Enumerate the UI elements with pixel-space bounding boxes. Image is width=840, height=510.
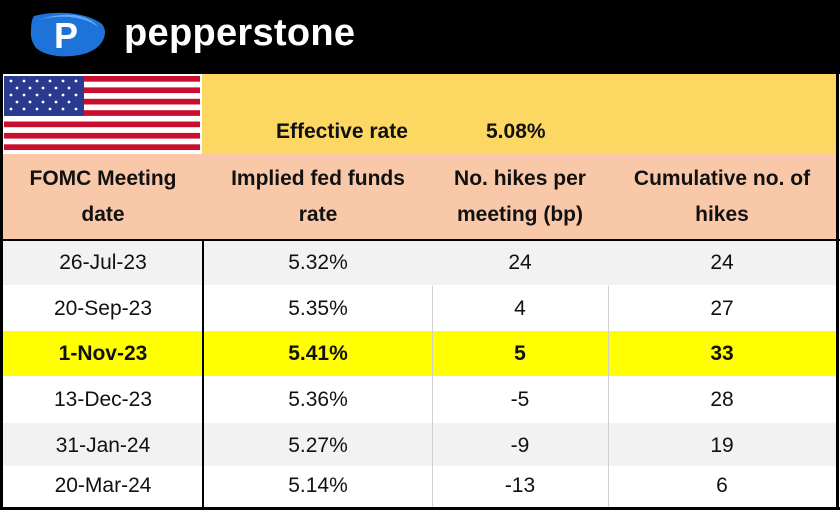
effective-rate-label: Effective rate: [276, 120, 408, 143]
table-row: 26-Jul-23 5.32% 24 24: [0, 240, 838, 285]
table-row: 20-Mar-24 5.14% -13 6: [0, 466, 838, 506]
table-row: 13-Dec-23 5.36% -5 28: [0, 377, 838, 422]
column-divider: [202, 240, 204, 508]
date-cell: 13-Dec-23: [53, 387, 153, 411]
hikes-cell: -5: [510, 387, 530, 411]
header-cumulative-hikes: Cumulative no. of hikes: [633, 167, 811, 226]
header-hikes-per-meeting: No. hikes per meeting (bp): [454, 167, 586, 226]
hikes-cell: -9: [510, 433, 530, 457]
effective-rate-band: [202, 74, 838, 154]
rate-cell: 5.14%: [288, 474, 348, 497]
header-divider: [0, 239, 840, 241]
rate-cell: 5.41%: [288, 341, 348, 365]
date-cell: 31-Jan-24: [55, 433, 151, 457]
cumulative-cell: 27: [710, 296, 734, 320]
cumulative-cell: 6: [716, 474, 728, 497]
table-border: [836, 74, 839, 510]
table-row-highlighted: 1-Nov-23 5.41% 5 33: [0, 331, 838, 376]
date-cell: 1-Nov-23: [58, 341, 148, 365]
table-header-row: FOMC Meeting date Implied fed funds rate…: [0, 154, 838, 240]
header-implied-rate: Implied fed funds rate: [231, 167, 405, 226]
header-fomc-meeting-date: FOMC Meeting date: [29, 167, 177, 226]
cumulative-cell: 19: [710, 433, 734, 457]
brand-name: pepperstone: [124, 12, 356, 54]
rate-cell: 5.27%: [288, 433, 348, 457]
hikes-cell: 24: [508, 250, 532, 274]
cumulative-cell: 24: [710, 250, 734, 274]
date-cell: 20-Sep-23: [53, 296, 153, 320]
us-flag-icon: [4, 76, 200, 150]
rate-cell: 5.36%: [288, 387, 348, 411]
hikes-cell: -13: [504, 474, 536, 497]
column-divider: [608, 286, 609, 508]
table-row: 20-Sep-23 5.35% 4 27: [0, 286, 838, 331]
date-cell: 26-Jul-23: [59, 250, 147, 274]
effective-rate-value: 5.08%: [486, 120, 546, 143]
table-row: 31-Jan-24 5.27% -9 19: [0, 423, 838, 468]
rate-cell: 5.32%: [288, 250, 348, 274]
hikes-cell: 5: [514, 341, 526, 365]
rate-cell: 5.35%: [288, 296, 348, 320]
cumulative-cell: 33: [710, 341, 734, 365]
svg-text:P: P: [54, 15, 78, 56]
hikes-cell: 4: [514, 296, 526, 320]
table-border: [0, 507, 840, 510]
table-border: [0, 74, 3, 510]
column-divider: [432, 286, 433, 508]
flag-cell: [0, 74, 202, 154]
brand-header: P pepperstone: [0, 0, 840, 74]
cumulative-cell: 28: [710, 387, 734, 411]
date-cell: 20-Mar-24: [54, 474, 152, 497]
pepperstone-p-logo-icon: P: [30, 12, 105, 57]
